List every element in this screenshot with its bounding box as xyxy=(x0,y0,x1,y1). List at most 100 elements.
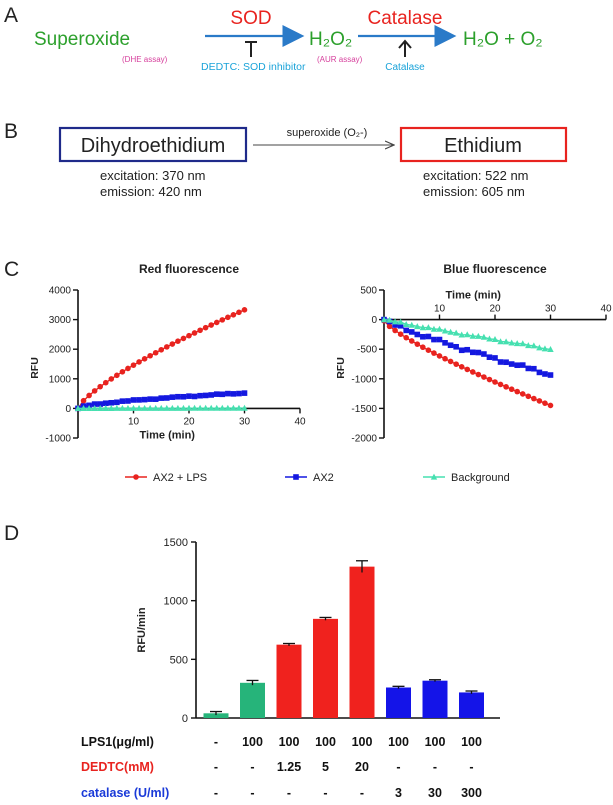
data-point xyxy=(220,391,226,397)
data-point xyxy=(114,400,120,406)
data-point xyxy=(242,390,248,396)
data-point xyxy=(542,371,548,377)
condition-value: - xyxy=(287,786,291,800)
data-point xyxy=(426,334,432,340)
data-point xyxy=(442,356,448,362)
data-point xyxy=(448,342,454,348)
data-point xyxy=(526,393,532,399)
data-point xyxy=(109,376,115,382)
condition-value: - xyxy=(214,786,218,800)
condition-value: 30 xyxy=(428,786,442,800)
data-point xyxy=(548,403,554,409)
data-point xyxy=(203,325,209,331)
y-tick-label: 0 xyxy=(371,315,377,326)
y-tick-label: -1000 xyxy=(351,374,377,385)
data-point xyxy=(420,334,426,340)
dhe-assay-label: (DHE assay) xyxy=(122,55,168,64)
chart-legend: AX2 + LPS AX2 Background xyxy=(125,472,510,484)
data-point xyxy=(403,328,409,334)
condition-value: 1.25 xyxy=(277,760,301,774)
data-point xyxy=(147,353,153,359)
red-fluorescence-chart: Red fluorescence-10000100020003000400010… xyxy=(29,262,306,445)
bar xyxy=(240,683,265,718)
data-point xyxy=(97,384,103,390)
legend-label: AX2 xyxy=(313,472,334,484)
y-axis-title: RFU xyxy=(335,357,347,379)
data-point xyxy=(231,312,237,318)
chart-title: Blue fluorescence xyxy=(443,262,547,276)
data-point xyxy=(136,397,142,403)
dedtc-inhibitor-label: DEDTC: SOD inhibitor xyxy=(201,61,306,73)
superoxide-arrow-label: superoxide (O₂-) xyxy=(287,127,368,139)
data-point xyxy=(426,347,432,353)
bar xyxy=(277,645,302,718)
condition-value: - xyxy=(323,786,327,800)
legend-label: Background xyxy=(451,472,510,484)
data-point xyxy=(415,341,421,347)
y-tick-label: 0 xyxy=(65,404,71,415)
data-point xyxy=(520,391,526,397)
blue-fluorescence-chart: Blue fluorescence-2000-1500-1000-5000500… xyxy=(335,262,612,445)
data-point xyxy=(208,322,214,328)
y-tick-label: -500 xyxy=(357,345,377,356)
data-point xyxy=(492,355,498,361)
data-point xyxy=(387,324,393,330)
bar xyxy=(423,681,448,718)
y-tick-label: -2000 xyxy=(351,434,377,445)
superoxide-label: Superoxide xyxy=(34,29,130,50)
y-tick-label: 500 xyxy=(360,286,377,297)
x-axis-title: Time (min) xyxy=(140,429,196,441)
panel-b-label: B xyxy=(4,120,18,143)
legend-label: AX2 + LPS xyxy=(153,472,207,484)
x-tick-label: 20 xyxy=(183,416,195,427)
condition-value: 100 xyxy=(352,735,373,749)
data-point xyxy=(120,398,126,404)
condition-value: - xyxy=(214,735,218,749)
condition-value: - xyxy=(469,760,473,774)
data-point xyxy=(125,398,131,404)
data-point xyxy=(476,350,482,356)
data-point xyxy=(431,350,437,356)
data-point xyxy=(548,372,554,378)
data-point xyxy=(231,391,237,397)
x-tick-label: 10 xyxy=(434,304,446,315)
data-point xyxy=(136,359,142,365)
condition-value: 100 xyxy=(279,735,300,749)
aur-assay-label: (AUR assay) xyxy=(317,55,363,64)
data-point xyxy=(175,338,181,344)
data-point xyxy=(214,320,220,326)
data-point xyxy=(153,396,159,402)
data-point xyxy=(448,359,454,365)
data-point xyxy=(476,372,482,378)
data-point xyxy=(487,377,493,383)
condition-value: - xyxy=(433,760,437,774)
data-point xyxy=(526,366,532,372)
condition-value: 100 xyxy=(242,735,263,749)
condition-value: 3 xyxy=(395,786,402,800)
data-point xyxy=(481,351,487,357)
data-point xyxy=(164,395,170,401)
y-tick-label: 1500 xyxy=(164,537,188,549)
y-axis-title: RFU/min xyxy=(136,607,148,653)
data-point xyxy=(164,344,170,350)
data-point xyxy=(520,362,526,368)
data-point xyxy=(487,354,493,360)
x-tick-label: 40 xyxy=(294,416,306,427)
data-point xyxy=(437,353,443,359)
data-point xyxy=(453,344,459,350)
data-point xyxy=(125,366,131,372)
bar xyxy=(313,619,338,718)
y-tick-label: 2000 xyxy=(49,345,72,356)
data-point xyxy=(153,350,159,356)
data-point xyxy=(197,393,203,399)
data-point xyxy=(531,366,537,372)
data-point xyxy=(537,370,543,376)
data-point xyxy=(470,350,476,356)
condition-label: catalase (U/ml) xyxy=(81,786,169,800)
data-point xyxy=(225,391,231,397)
data-point xyxy=(431,337,437,343)
